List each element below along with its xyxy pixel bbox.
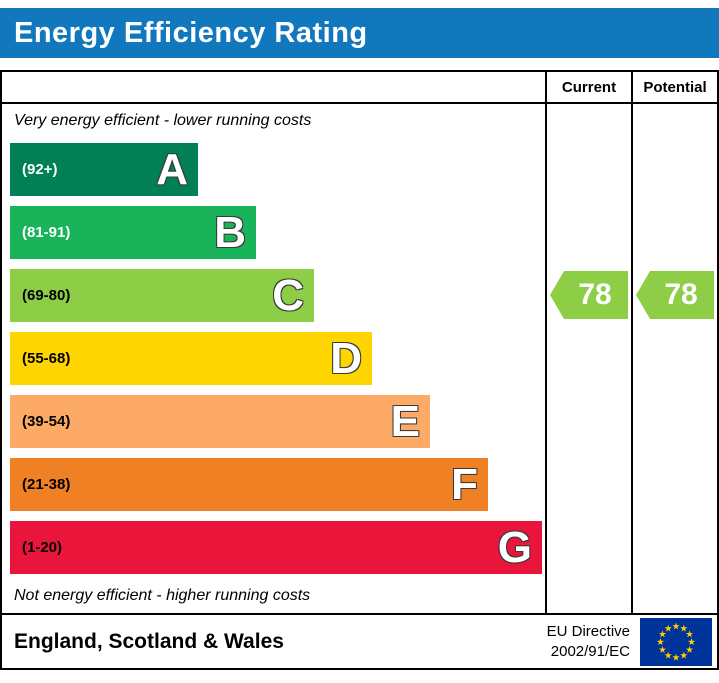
band-bar-d: (55-68) D xyxy=(10,332,372,385)
band-bar-c: (69-80) C xyxy=(10,269,314,322)
band-row-b: (81-91) B xyxy=(2,201,545,264)
page-title: Energy Efficiency Rating xyxy=(14,16,368,49)
footer-region-label: England, Scotland & Wales xyxy=(14,629,284,653)
eu-flag-icon xyxy=(640,617,712,666)
band-row-c: (69-80) C xyxy=(2,264,545,327)
band-letter-d: D xyxy=(330,333,362,383)
band-range-g: (1-20) xyxy=(22,539,63,556)
band-row-a: (92+) A xyxy=(2,138,545,201)
band-letter-b: B xyxy=(214,207,246,257)
bands-column: Very energy efficient - lower running co… xyxy=(2,104,545,613)
bottom-note: Not energy efficient - higher running co… xyxy=(14,587,311,604)
column-header-potential: Potential xyxy=(631,72,717,104)
band-range-b: (81-91) xyxy=(22,224,71,241)
current-column: 78 xyxy=(545,104,631,613)
band-row-g: (1-20) G xyxy=(2,516,545,579)
band-letter-a: A xyxy=(156,144,188,194)
band-range-a: (92+) xyxy=(22,161,58,178)
top-note: Very energy efficient - lower running co… xyxy=(14,112,312,129)
band-range-d: (55-68) xyxy=(22,350,71,367)
band-letter-g: G xyxy=(497,522,532,572)
column-header-spacer xyxy=(2,72,545,104)
band-letter-e: E xyxy=(390,396,420,446)
band-range-e: (39-54) xyxy=(22,413,71,430)
band-row-d: (55-68) D xyxy=(2,327,545,390)
eu-directive-line2: 2002/91/EC xyxy=(550,642,630,660)
current-rating-arrow: 78 xyxy=(550,271,628,319)
band-row-e: (39-54) E xyxy=(2,390,545,453)
band-bar-b: (81-91) B xyxy=(10,206,256,259)
band-letter-c: C xyxy=(272,270,304,320)
band-row-f: (21-38) F xyxy=(2,453,545,516)
band-bar-g: (1-20) G xyxy=(10,521,542,574)
band-range-f: (21-38) xyxy=(22,476,71,493)
band-bar-a: (92+) A xyxy=(10,143,198,196)
title-bar: Energy Efficiency Rating xyxy=(0,8,719,58)
column-header-current: Current xyxy=(545,72,631,104)
eu-directive-label: EU Directive 2002/91/EC xyxy=(547,622,630,661)
potential-rating-arrow: 78 xyxy=(636,271,714,319)
footer-bar: England, Scotland & Wales EU Directive 2… xyxy=(0,615,719,670)
band-range-c: (69-80) xyxy=(22,287,71,304)
rating-table: Current Potential Very energy efficient … xyxy=(0,70,719,615)
potential-column: 78 xyxy=(631,104,717,613)
eu-directive-line1: EU Directive xyxy=(546,623,630,640)
band-letter-f: F xyxy=(451,459,478,509)
band-bar-e: (39-54) E xyxy=(10,395,430,448)
band-bar-f: (21-38) F xyxy=(10,458,488,511)
